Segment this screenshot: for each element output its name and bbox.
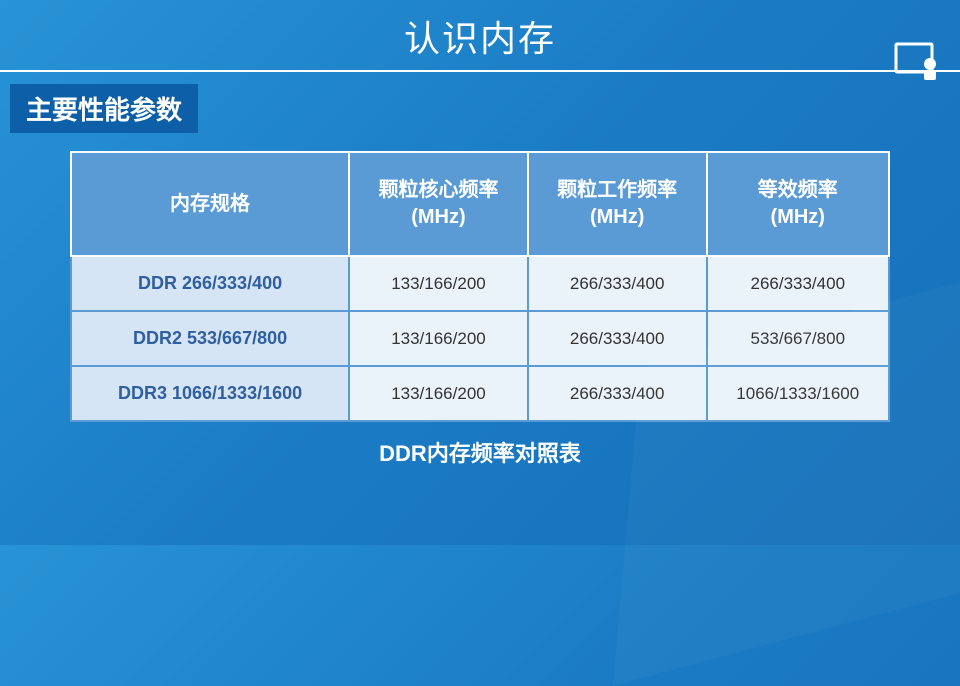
cell-work: 266/333/400 — [528, 311, 707, 366]
table-row: DDR2 533/667/800 133/166/200 266/333/400… — [71, 311, 889, 366]
cell-spec: DDR3 1066/1333/1600 — [71, 366, 349, 421]
table-row: DDR3 1066/1333/1600 133/166/200 266/333/… — [71, 366, 889, 421]
slide-header: 认识内存 — [0, 0, 960, 72]
cell-eff: 266/333/400 — [707, 256, 889, 311]
memory-freq-table-wrap: 内存规格 颗粒核心频率(MHz) 颗粒工作频率(MHz) 等效频率(MHz) D… — [70, 151, 890, 468]
cell-eff: 1066/1333/1600 — [707, 366, 889, 421]
col-header-eff-freq: 等效频率(MHz) — [707, 152, 889, 256]
memory-freq-table: 内存规格 颗粒核心频率(MHz) 颗粒工作频率(MHz) 等效频率(MHz) D… — [70, 151, 890, 422]
header-divider — [0, 70, 960, 72]
cell-eff: 533/667/800 — [707, 311, 889, 366]
cell-work: 266/333/400 — [528, 256, 707, 311]
col-header-core-freq: 颗粒核心频率(MHz) — [349, 152, 528, 256]
section-subtitle: 主要性能参数 — [10, 84, 198, 133]
cell-spec: DDR 266/333/400 — [71, 256, 349, 311]
cell-work: 266/333/400 — [528, 366, 707, 421]
cell-core: 133/166/200 — [349, 311, 528, 366]
col-header-spec: 内存规格 — [71, 152, 349, 256]
table-caption: DDR内存频率对照表 — [70, 436, 890, 468]
cell-spec: DDR2 533/667/800 — [71, 311, 349, 366]
table-header-row: 内存规格 颗粒核心频率(MHz) 颗粒工作频率(MHz) 等效频率(MHz) — [71, 152, 889, 256]
table-row: DDR 266/333/400 133/166/200 266/333/400 … — [71, 256, 889, 311]
cell-core: 133/166/200 — [349, 256, 528, 311]
cell-core: 133/166/200 — [349, 366, 528, 421]
presenter-icon — [894, 42, 942, 82]
page-title: 认识内存 — [0, 10, 960, 62]
col-header-work-freq: 颗粒工作频率(MHz) — [528, 152, 707, 256]
